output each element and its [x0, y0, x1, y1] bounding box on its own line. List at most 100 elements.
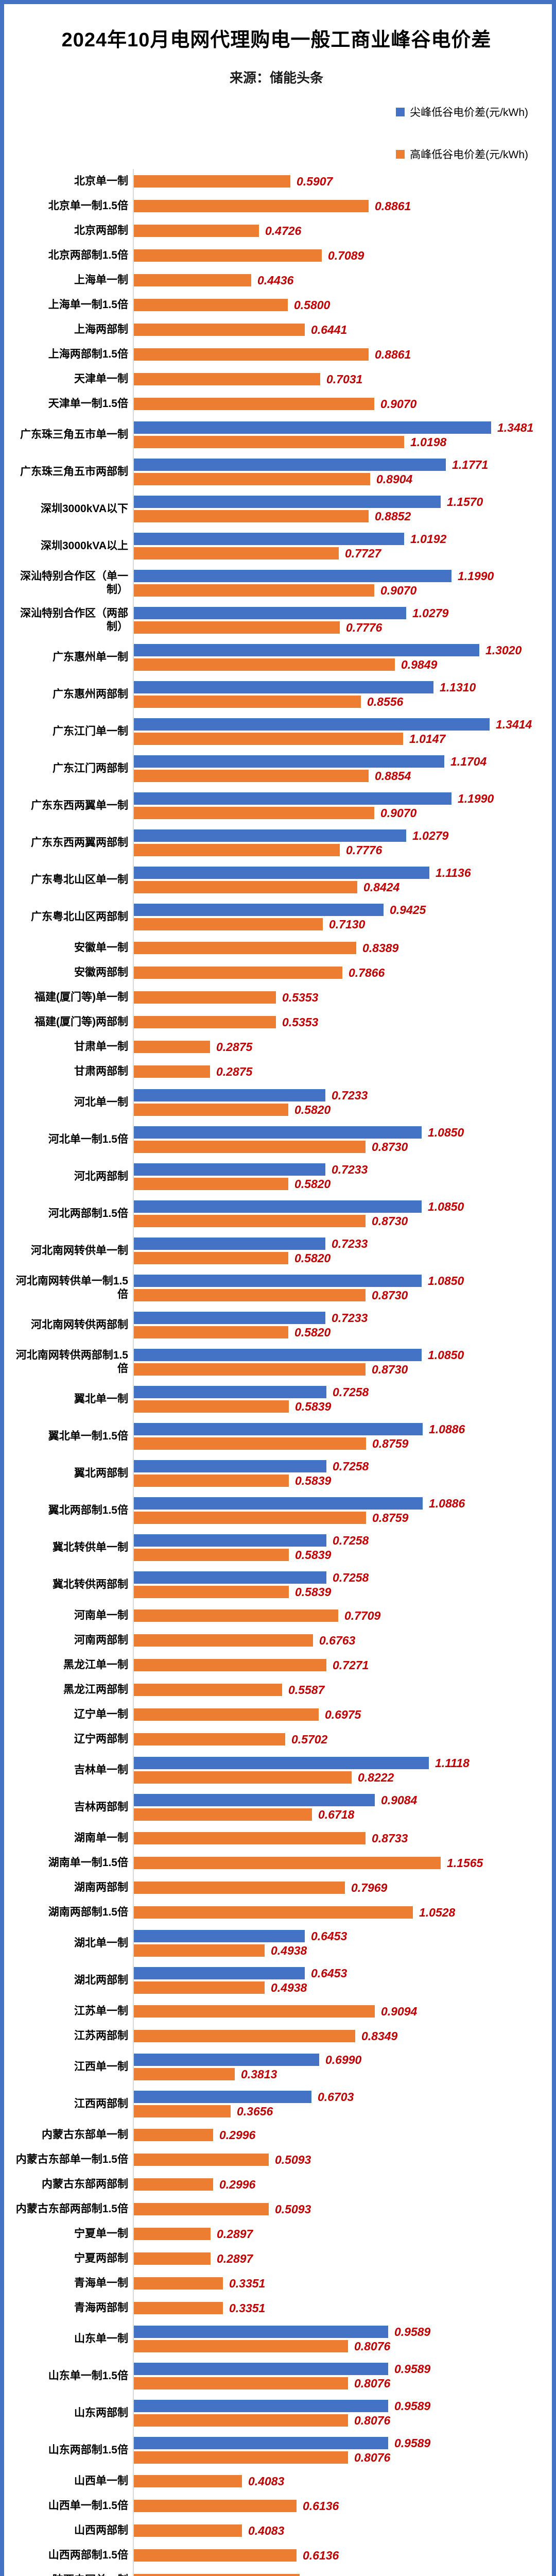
category-label: 河北单一制 — [74, 1096, 128, 1108]
chart-row: 河南两部制 0.6763 — [10, 1628, 543, 1653]
bar-chart: 北京单一制 0.5907 北京单一制1.5倍 0.8861 北京两部制 0.4726 北京两… — [10, 169, 543, 2576]
row-bars: 0.7089 — [133, 243, 543, 268]
high-bar — [134, 1475, 289, 1487]
category-label: 天津单一制1.5倍 — [48, 397, 128, 410]
high-bar-line: 0.5353 — [134, 1015, 543, 1029]
value-label: 1.0850 — [428, 1125, 464, 1139]
value-label: 0.6703 — [318, 2090, 354, 2104]
value-label: 0.6136 — [303, 2548, 339, 2562]
value-label: 0.9070 — [380, 397, 417, 411]
high-bar — [134, 770, 369, 782]
category-label: 江西单一制 — [74, 2060, 128, 2073]
chart-row: 广东珠三角五市两部制 1.1771 0.8904 — [10, 453, 543, 490]
row-bars: 0.6703 0.3656 — [133, 2086, 543, 2123]
value-label: 0.5702 — [291, 1732, 328, 1746]
chart-row: 吉林单一制 1.1118 0.8222 — [10, 1752, 543, 1789]
peak-bar — [134, 1089, 325, 1101]
peak-bar — [134, 867, 429, 879]
chart-row: 湖南单一制1.5倍 1.1565 — [10, 1851, 543, 1875]
chart-row: 内蒙古东部两部制1.5倍 0.5093 — [10, 2197, 543, 2222]
high-bar-line: 1.0528 — [134, 1906, 543, 1919]
high-bar-line: 0.6441 — [134, 323, 543, 336]
value-label: 0.4083 — [248, 2474, 285, 2488]
value-label: 0.2996 — [219, 2128, 256, 2142]
row-bars: 0.4436 — [133, 268, 543, 293]
category-label: 深圳3000kVA以上 — [40, 539, 128, 552]
value-label: 0.8076 — [354, 2413, 391, 2427]
high-bar-line: 0.7709 — [134, 1609, 543, 1622]
high-bar-line: 0.4436 — [134, 274, 543, 287]
value-label: 1.3481 — [497, 420, 534, 434]
chart-row: 河北单一制 0.7233 0.5820 — [10, 1084, 543, 1121]
row-bars: 1.3020 0.9849 — [133, 639, 543, 676]
high-bar-line: 0.5820 — [134, 1326, 543, 1339]
value-label: 0.7258 — [333, 1570, 369, 1584]
value-label: 0.8556 — [367, 694, 404, 708]
high-bar — [134, 881, 357, 893]
chart-row: 广东惠州单一制 1.3020 0.9849 — [10, 639, 543, 676]
peak-bar — [134, 2363, 388, 2375]
category-label: 北京两部制 — [74, 224, 128, 236]
row-bars: 1.1990 0.9070 — [133, 565, 543, 602]
row-bars: 0.7233 0.5820 — [133, 1307, 543, 1344]
row-bars: 0.3351 — [133, 2271, 543, 2296]
high-series-swatch-icon — [396, 149, 405, 159]
high-bar-line: 0.5839 — [134, 1474, 543, 1487]
high-bar-line: 0.3351 — [134, 2301, 543, 2315]
value-label: 1.0850 — [428, 1274, 464, 1287]
row-bars: 0.6975 — [133, 1702, 543, 1727]
row-bars: 1.0886 0.8759 — [133, 1418, 543, 1455]
value-label: 1.0886 — [429, 1422, 465, 1436]
high-bar-line: 0.5702 — [134, 1732, 543, 1746]
high-bar — [134, 1906, 413, 1919]
row-bars: 0.8349 — [133, 2024, 543, 2048]
chart-row: 山东单一制1.5倍 0.9589 0.8076 — [10, 2358, 543, 2395]
high-bar — [134, 398, 374, 410]
chart-row: 上海两部制1.5倍 0.8861 — [10, 342, 543, 367]
value-label: 1.1570 — [447, 495, 483, 509]
row-bars: 0.2996 — [133, 2123, 543, 2147]
high-bar-line: 0.8222 — [134, 1771, 543, 1784]
category-label: 翼北单一制 — [74, 1393, 128, 1405]
category-label: 山西单一制1.5倍 — [48, 2499, 128, 2512]
row-bars: 0.2875 — [133, 1035, 543, 1059]
chart-row: 陕西电网单一制 0.6246 — [10, 2568, 543, 2576]
high-bar-line: 0.8733 — [134, 1832, 543, 1845]
peak-bar — [134, 904, 384, 916]
value-label: 0.7727 — [345, 546, 381, 560]
high-bar-line: 0.2897 — [134, 2252, 543, 2265]
high-bar-line: 0.4083 — [134, 2524, 543, 2537]
value-label: 0.5800 — [294, 298, 331, 312]
peak-bar — [134, 1386, 326, 1398]
value-label: 0.3813 — [241, 2067, 277, 2081]
high-bar-line: 1.1565 — [134, 1856, 543, 1870]
high-bar-line: 0.8730 — [134, 1289, 543, 1302]
category-label: 河南两部制 — [74, 1634, 128, 1646]
peak-bar — [134, 644, 479, 656]
high-bar — [134, 2154, 269, 2166]
chart-row: 深圳3000kVA以上 1.0192 0.7727 — [10, 528, 543, 565]
peak-bar-line: 0.6990 — [134, 2053, 543, 2066]
high-bar — [134, 1041, 210, 1053]
chart-row: 山西两部制 0.4083 — [10, 2518, 543, 2543]
category-label: 上海两部制 — [74, 323, 128, 335]
chart-row: 天津单一制 0.7031 — [10, 367, 543, 392]
high-bar-line: 0.6136 — [134, 2499, 543, 2513]
category-label: 河北南网转供单一制 — [31, 1244, 128, 1257]
high-bar — [134, 1104, 288, 1116]
chart-row: 广东惠州两部制 1.1310 0.8556 — [10, 676, 543, 713]
category-label: 广东江门两部制 — [53, 762, 128, 774]
chart-row: 内蒙古东部单一制 0.2996 — [10, 2123, 543, 2147]
high-bar-line: 0.5800 — [134, 298, 543, 312]
peak-bar-line: 0.6453 — [134, 1929, 543, 1943]
chart-row: 甘肃两部制 0.2875 — [10, 1059, 543, 1084]
high-bar — [134, 658, 395, 671]
value-label: 0.8861 — [375, 199, 411, 213]
value-label: 0.8730 — [372, 1362, 408, 1376]
peak-bar — [134, 1460, 326, 1472]
high-bar — [134, 2500, 297, 2512]
value-label: 1.3020 — [485, 643, 522, 657]
row-bars: 0.6763 — [133, 1628, 543, 1653]
value-label: 0.9849 — [401, 657, 438, 671]
chart-row: 山东单一制 0.9589 0.8076 — [10, 2320, 543, 2358]
